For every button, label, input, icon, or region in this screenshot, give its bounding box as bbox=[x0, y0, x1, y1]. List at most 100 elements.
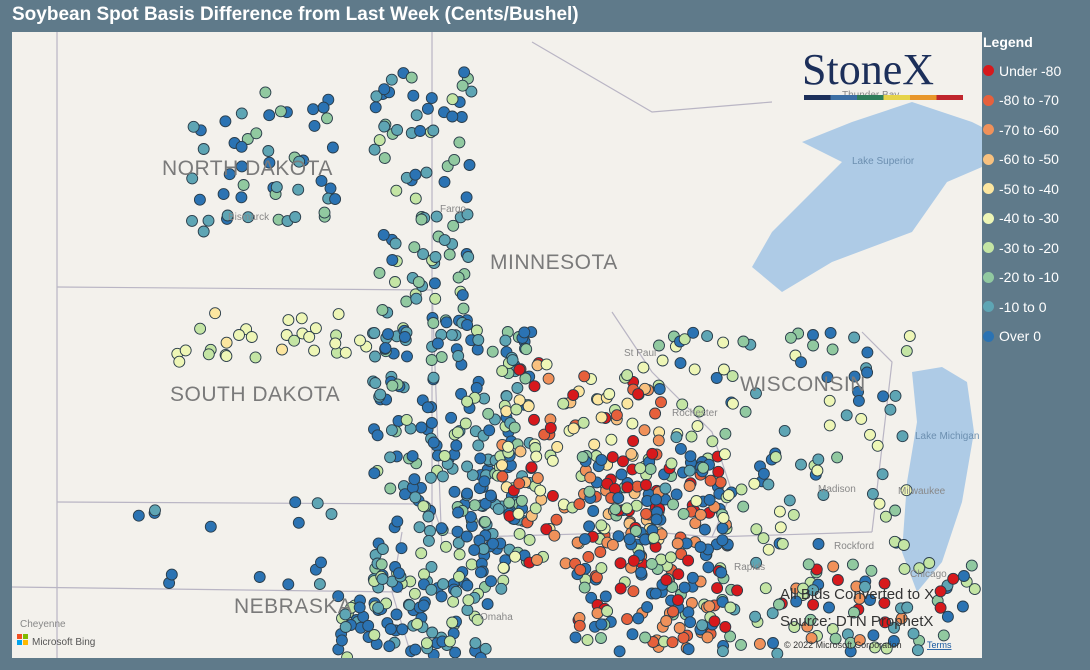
map-dot[interactable] bbox=[859, 580, 871, 593]
map-dot[interactable] bbox=[578, 533, 591, 546]
map-dot[interactable] bbox=[749, 610, 762, 623]
map-dot[interactable] bbox=[412, 276, 425, 289]
map-dot[interactable] bbox=[645, 557, 658, 570]
map-dot[interactable] bbox=[405, 71, 418, 84]
map-dot[interactable] bbox=[807, 584, 820, 597]
map-dot[interactable] bbox=[372, 601, 385, 614]
map-dot[interactable] bbox=[587, 505, 600, 517]
map-dot[interactable] bbox=[708, 615, 721, 628]
map-dot[interactable] bbox=[795, 458, 807, 471]
map-dot[interactable] bbox=[233, 329, 245, 341]
map-dot[interactable] bbox=[762, 478, 775, 491]
map-dot[interactable] bbox=[447, 595, 460, 608]
map-dot[interactable] bbox=[308, 119, 321, 132]
map-dot[interactable] bbox=[684, 616, 697, 629]
map-dot[interactable] bbox=[913, 562, 926, 575]
map-dot[interactable] bbox=[823, 601, 835, 614]
map-dot[interactable] bbox=[783, 494, 796, 507]
map-dot[interactable] bbox=[911, 644, 924, 657]
map-dot[interactable] bbox=[315, 556, 327, 569]
map-dot[interactable] bbox=[691, 420, 704, 433]
map-dot[interactable] bbox=[861, 366, 874, 379]
map-dot[interactable] bbox=[578, 581, 591, 594]
map-dot[interactable] bbox=[519, 372, 532, 385]
map-dot[interactable] bbox=[846, 558, 859, 571]
map-dot[interactable] bbox=[245, 331, 258, 343]
map-dot[interactable] bbox=[866, 487, 879, 500]
map-dot[interactable] bbox=[884, 403, 897, 416]
map-dot[interactable] bbox=[823, 394, 836, 407]
map-dot[interactable] bbox=[461, 395, 474, 408]
map-dot[interactable] bbox=[132, 509, 145, 522]
map-dot[interactable] bbox=[652, 434, 665, 447]
map-dot[interactable] bbox=[503, 496, 516, 509]
map-dot[interactable] bbox=[615, 468, 628, 481]
map-dot[interactable] bbox=[289, 211, 302, 223]
map-dot[interactable] bbox=[221, 209, 234, 222]
map-dot[interactable] bbox=[644, 463, 657, 476]
map-dot[interactable] bbox=[650, 493, 662, 506]
map-dot[interactable] bbox=[685, 430, 698, 443]
map-dot[interactable] bbox=[769, 451, 782, 464]
map-dot[interactable] bbox=[468, 544, 481, 557]
map-dot[interactable] bbox=[757, 467, 770, 480]
map-dot[interactable] bbox=[386, 254, 399, 266]
map-dot[interactable] bbox=[574, 563, 587, 576]
map-dot[interactable] bbox=[737, 500, 750, 513]
map-dot[interactable] bbox=[934, 585, 947, 598]
map-dot[interactable] bbox=[339, 346, 352, 359]
map-dot[interactable] bbox=[640, 507, 653, 520]
map-dot[interactable] bbox=[726, 397, 739, 410]
map-dot[interactable] bbox=[706, 435, 719, 448]
map-dot[interactable] bbox=[703, 600, 716, 613]
map-dot[interactable] bbox=[677, 507, 690, 520]
map-dot[interactable] bbox=[848, 370, 861, 383]
map-dot[interactable] bbox=[324, 182, 337, 195]
map-dot[interactable] bbox=[595, 632, 607, 645]
map-dot[interactable] bbox=[443, 248, 456, 261]
map-dot[interactable] bbox=[750, 387, 762, 400]
map-dot[interactable] bbox=[461, 460, 474, 473]
legend-item[interactable]: -20 to -10 bbox=[983, 263, 1061, 293]
map-dot[interactable] bbox=[601, 605, 614, 618]
map-dot[interactable] bbox=[599, 590, 612, 603]
map-dot[interactable] bbox=[868, 641, 881, 654]
map-dot[interactable] bbox=[853, 634, 866, 647]
map-dot[interactable] bbox=[461, 487, 474, 500]
map-dot[interactable] bbox=[435, 590, 448, 603]
map-dot[interactable] bbox=[682, 643, 695, 656]
map-dot[interactable] bbox=[474, 566, 487, 579]
map-dot[interactable] bbox=[315, 174, 328, 187]
map-dot[interactable] bbox=[408, 587, 421, 600]
map-dot[interactable] bbox=[956, 600, 969, 613]
map-dot[interactable] bbox=[382, 328, 394, 341]
map-dot[interactable] bbox=[220, 336, 233, 349]
map-dot[interactable] bbox=[390, 184, 403, 197]
map-dot[interactable] bbox=[848, 331, 861, 344]
map-dot[interactable] bbox=[497, 561, 510, 574]
map-dot[interactable] bbox=[947, 572, 960, 585]
map-dot[interactable] bbox=[249, 351, 262, 364]
map-dot[interactable] bbox=[807, 329, 819, 341]
map-dot[interactable] bbox=[878, 577, 891, 590]
map-dot[interactable] bbox=[458, 66, 471, 79]
map-dot[interactable] bbox=[318, 206, 331, 219]
map-dot[interactable] bbox=[371, 429, 384, 442]
map-dot[interactable] bbox=[650, 513, 663, 526]
map-dot[interactable] bbox=[295, 312, 308, 325]
map-dot[interactable] bbox=[864, 428, 876, 441]
map-dot[interactable] bbox=[510, 403, 523, 416]
map-dot[interactable] bbox=[625, 447, 638, 460]
map-dot[interactable] bbox=[453, 548, 466, 561]
map-dot[interactable] bbox=[664, 551, 677, 564]
map-dot[interactable] bbox=[482, 407, 495, 420]
map-dot[interactable] bbox=[855, 412, 868, 425]
map-dot[interactable] bbox=[867, 629, 880, 642]
map-dot[interactable] bbox=[767, 637, 779, 649]
map-dot[interactable] bbox=[354, 334, 366, 347]
map-dot[interactable] bbox=[667, 498, 680, 511]
map-dot[interactable] bbox=[460, 191, 473, 204]
map-dot[interactable] bbox=[373, 266, 386, 279]
map-dot[interactable] bbox=[451, 426, 464, 439]
map-dot[interactable] bbox=[202, 214, 215, 227]
